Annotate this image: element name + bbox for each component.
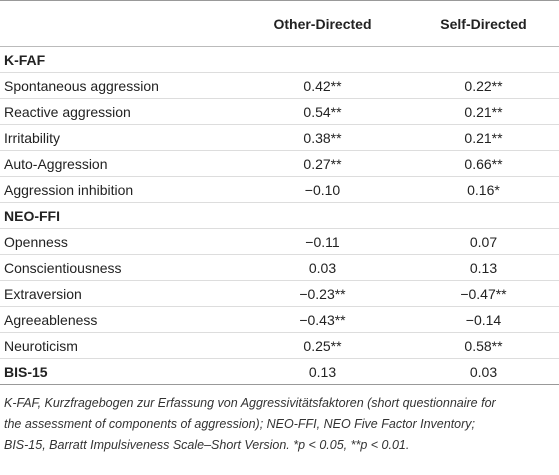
cell-value: −0.11 [237, 228, 408, 255]
cell-value: 0.25** [237, 332, 408, 359]
cell-value: −0.23** [237, 280, 408, 307]
header-row: Other-Directed Self-Directed [0, 0, 559, 47]
empty-cell [237, 202, 408, 229]
cell-value: 0.54** [237, 98, 408, 125]
row-label: Irritability [0, 124, 237, 151]
row-label: Spontaneous aggression [0, 72, 237, 99]
table-row: Reactive aggression 0.54** 0.21** [0, 98, 559, 125]
cell-value: −0.14 [407, 306, 559, 333]
row-label: Neuroticism [0, 332, 237, 359]
section-label: K-FAF [0, 46, 237, 73]
table-row: NEO-FFI [0, 202, 559, 229]
cell-value: 0.58** [407, 332, 559, 359]
column-header: Other-Directed [237, 0, 408, 47]
cell-value: −0.43** [237, 306, 408, 333]
table-row: Spontaneous aggression 0.42** 0.22** [0, 72, 559, 99]
table-row: Conscientiousness 0.03 0.13 [0, 254, 559, 281]
footnote-line: the assessment of components of aggressi… [4, 417, 476, 431]
cell-value: 0.03 [237, 254, 408, 281]
table: Other-Directed Self-Directed K-FAF Spontan… [0, 0, 559, 385]
cell-value: −0.47** [407, 280, 559, 307]
table-row: Aggression inhibition −0.10 0.16* [0, 176, 559, 203]
table-row: BIS-15 0.13 0.03 [0, 358, 559, 385]
section-label: NEO-FFI [0, 202, 237, 229]
cell-value: 0.66** [407, 150, 559, 177]
cell-value: 0.13 [237, 358, 408, 385]
row-label: Auto-Aggression [0, 150, 237, 177]
row-label: Conscientiousness [0, 254, 237, 281]
cell-value: 0.21** [407, 98, 559, 125]
row-label: Agreeableness [0, 306, 237, 333]
empty-cell [407, 202, 559, 229]
empty-cell [237, 46, 408, 73]
footnote: K-FAF, Kurzfragebogen zur Erfassung von … [0, 385, 559, 456]
empty-cell [407, 46, 559, 73]
cell-value: 0.07 [407, 228, 559, 255]
table-body: K-FAF Spontaneous aggression 0.42** 0.22** R… [0, 46, 559, 385]
footnote-line: K-FAF, Kurzfragebogen zur Erfassung von … [4, 396, 496, 410]
table-row: Auto-Aggression 0.27** 0.66** [0, 150, 559, 177]
table-row: Extraversion −0.23** −0.47** [0, 280, 559, 307]
row-label: Aggression inhibition [0, 176, 237, 203]
table-row: Irritability 0.38** 0.21** [0, 124, 559, 151]
cell-value: 0.16* [407, 176, 559, 203]
cell-value: 0.03 [407, 358, 559, 385]
table-row: Openness −0.11 0.07 [0, 228, 559, 255]
row-label: Extraversion [0, 280, 237, 307]
footnote-line: BIS-15, Barratt Impulsiveness Scale–Shor… [4, 438, 410, 452]
cell-value: 0.42** [237, 72, 408, 99]
column-header: Self-Directed [407, 0, 559, 47]
cell-value: 0.22** [407, 72, 559, 99]
table-row: Agreeableness −0.43** −0.14 [0, 306, 559, 333]
table-row: K-FAF [0, 46, 559, 73]
cell-value: 0.38** [237, 124, 408, 151]
cell-value: −0.10 [237, 176, 408, 203]
row-label: Reactive aggression [0, 98, 237, 125]
corner [0, 0, 237, 47]
row-label: Openness [0, 228, 237, 255]
cell-value: 0.21** [407, 124, 559, 151]
section-label: BIS-15 [0, 358, 237, 385]
table-row: Neuroticism 0.25** 0.58** [0, 332, 559, 359]
cell-value: 0.13 [407, 254, 559, 281]
cell-value: 0.27** [237, 150, 408, 177]
